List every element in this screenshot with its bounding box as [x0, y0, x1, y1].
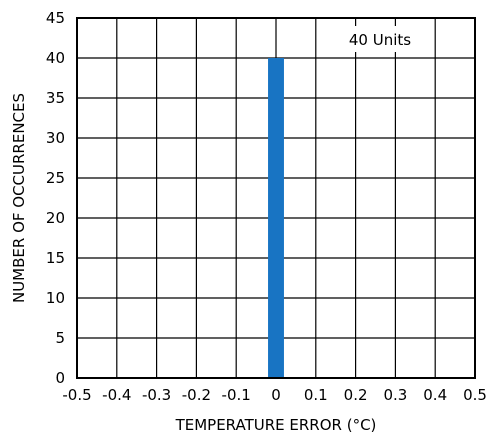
y-tick-label: 10 [46, 289, 65, 307]
y-axis-title: NUMBER OF OCCURRENCES [10, 93, 28, 303]
bar-0 [268, 58, 284, 378]
y-tick-label: 15 [46, 249, 65, 267]
x-tick-label: 0.4 [423, 386, 447, 404]
y-tick-labels: 0 5 10 15 20 25 30 35 40 45 [46, 9, 65, 387]
x-tick-label: -0.2 [182, 386, 211, 404]
x-tick-label: 0.2 [344, 386, 368, 404]
y-tick-label: 5 [55, 329, 65, 347]
x-axis-title: TEMPERATURE ERROR (°C) [175, 416, 377, 434]
y-tick-label: 35 [46, 89, 65, 107]
x-tick-label: 0 [271, 386, 281, 404]
x-tick-labels: -0.5 -0.4 -0.3 -0.2 -0.1 0 0.1 0.2 0.3 0.4 0.5 [62, 386, 487, 404]
y-tick-label: 45 [46, 9, 65, 27]
plot-frame [76, 17, 476, 379]
x-tick-label: 0.1 [304, 386, 328, 404]
x-tick-label: 0.5 [463, 386, 487, 404]
bars [268, 58, 284, 378]
x-tick-label: 0.3 [383, 386, 407, 404]
y-tick-label: 40 [46, 49, 65, 67]
annotation-label: 40 Units [349, 31, 411, 49]
y-tick-label: 30 [46, 129, 65, 147]
y-tick-label: 0 [55, 369, 65, 387]
x-tick-label: -0.3 [142, 386, 171, 404]
x-tick-label: -0.4 [102, 386, 131, 404]
x-tick-label: -0.5 [62, 386, 91, 404]
x-tick-label: -0.1 [222, 386, 251, 404]
y-tick-label: 20 [46, 209, 65, 227]
y-tick-label: 25 [46, 169, 65, 187]
annotation-box [331, 26, 427, 52]
